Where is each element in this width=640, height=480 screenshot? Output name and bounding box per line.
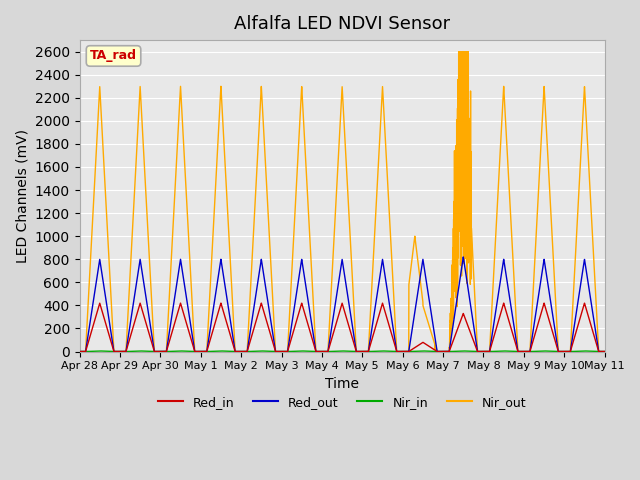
Text: TA_rad: TA_rad bbox=[90, 49, 137, 62]
Y-axis label: LED Channels (mV): LED Channels (mV) bbox=[15, 129, 29, 263]
Title: Alfalfa LED NDVI Sensor: Alfalfa LED NDVI Sensor bbox=[234, 15, 450, 33]
X-axis label: Time: Time bbox=[325, 377, 359, 391]
Legend: Red_in, Red_out, Nir_in, Nir_out: Red_in, Red_out, Nir_in, Nir_out bbox=[153, 391, 531, 414]
